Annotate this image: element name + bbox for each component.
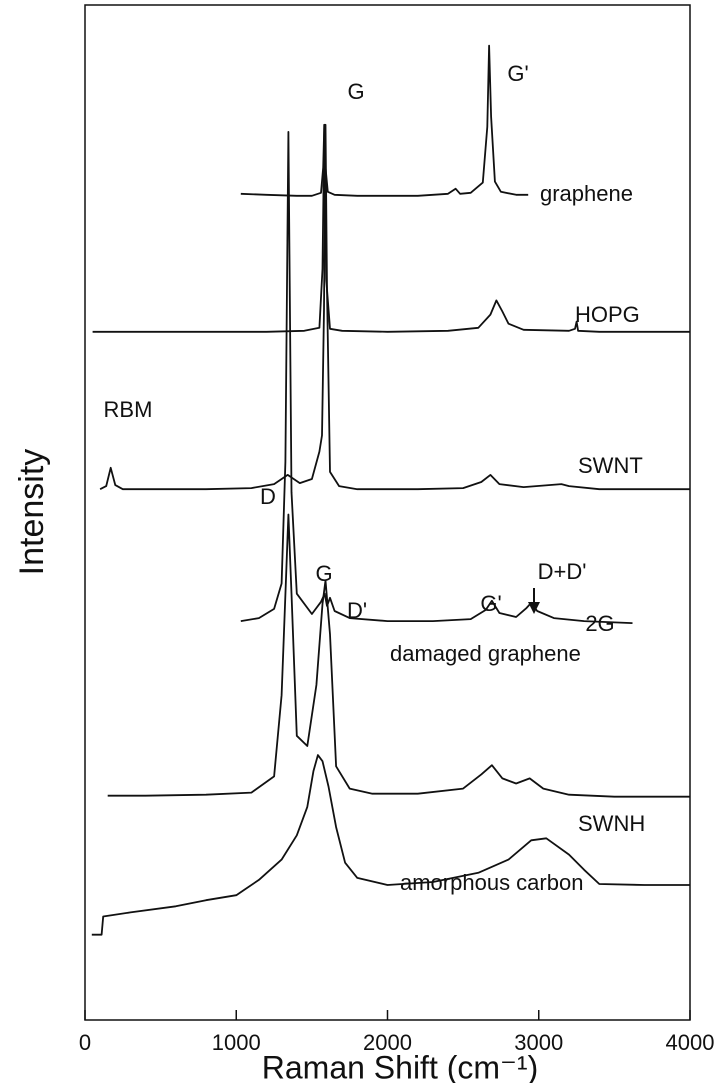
peak-label: D+D' bbox=[538, 559, 587, 584]
spectrum-line bbox=[240, 44, 529, 197]
spectrum-line bbox=[107, 513, 690, 798]
series-label: SWNH bbox=[578, 811, 645, 836]
plot-frame bbox=[84, 4, 691, 1021]
peak-label: G bbox=[315, 561, 332, 586]
x-tick-label: 1000 bbox=[212, 1030, 261, 1055]
spectrum-line bbox=[92, 123, 690, 333]
x-tick-label: 2000 bbox=[363, 1030, 412, 1055]
peak-label: G' bbox=[507, 61, 528, 86]
y-axis-label: Intensity bbox=[13, 449, 51, 576]
spectrum-line bbox=[99, 123, 690, 491]
series-label: HOPG bbox=[575, 302, 640, 327]
x-tick-label: 4000 bbox=[666, 1030, 715, 1055]
x-axis-label: Raman Shift (cm⁻¹) bbox=[262, 1049, 538, 1083]
peak-label: G' bbox=[480, 591, 501, 616]
peak-label: 2G bbox=[585, 611, 614, 636]
series-label: damaged graphene bbox=[390, 641, 581, 666]
peak-label: D bbox=[260, 484, 276, 509]
series-label: graphene bbox=[540, 181, 633, 206]
series-label: SWNT bbox=[578, 453, 643, 478]
peak-label: G bbox=[347, 79, 364, 104]
spectrum-line bbox=[91, 754, 690, 936]
peak-label: RBM bbox=[104, 397, 153, 422]
x-tick-label: 3000 bbox=[514, 1030, 563, 1055]
spectrum-line bbox=[240, 131, 633, 624]
x-tick-label: 0 bbox=[79, 1030, 91, 1055]
peak-label: D' bbox=[347, 598, 367, 623]
series-label: amorphous carbon bbox=[400, 870, 583, 895]
